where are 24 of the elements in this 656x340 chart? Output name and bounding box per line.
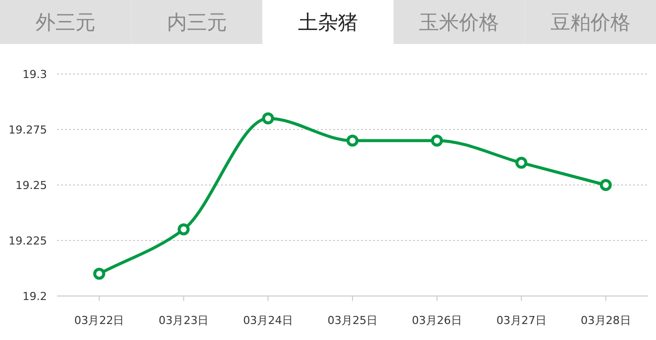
point [262,112,274,124]
text: 玉米价格 [419,10,500,34]
x-tick-label: 03月27日 [496,314,546,327]
text: 内三元 [166,10,227,34]
y-tick-label: 19.275 [8,124,47,136]
x-tick-label: 03月24日 [243,314,294,327]
x-tick-label: 03月25日 [328,314,378,327]
chart-title: 土杂猪 [298,10,358,34]
y-tick-label: 19.25 [16,179,47,192]
x-tick-label: 03月22日 [74,314,124,327]
point [600,179,612,191]
x-tick-label: 03月23日 [158,314,209,327]
point [346,134,358,147]
x-tick-label: 03月28日 [580,314,631,327]
y-tick-label: 19.225 [8,234,47,248]
point [178,223,190,236]
point [430,134,443,147]
text: 外三元 [36,10,96,34]
point [515,156,528,169]
text: 豆粕价格 [550,10,630,34]
y-tick-label: 19.3 [22,68,47,81]
x-tick-label: 03月26日 [412,314,462,327]
point [93,268,106,280]
y-tick-label: 19.2 [22,290,47,303]
